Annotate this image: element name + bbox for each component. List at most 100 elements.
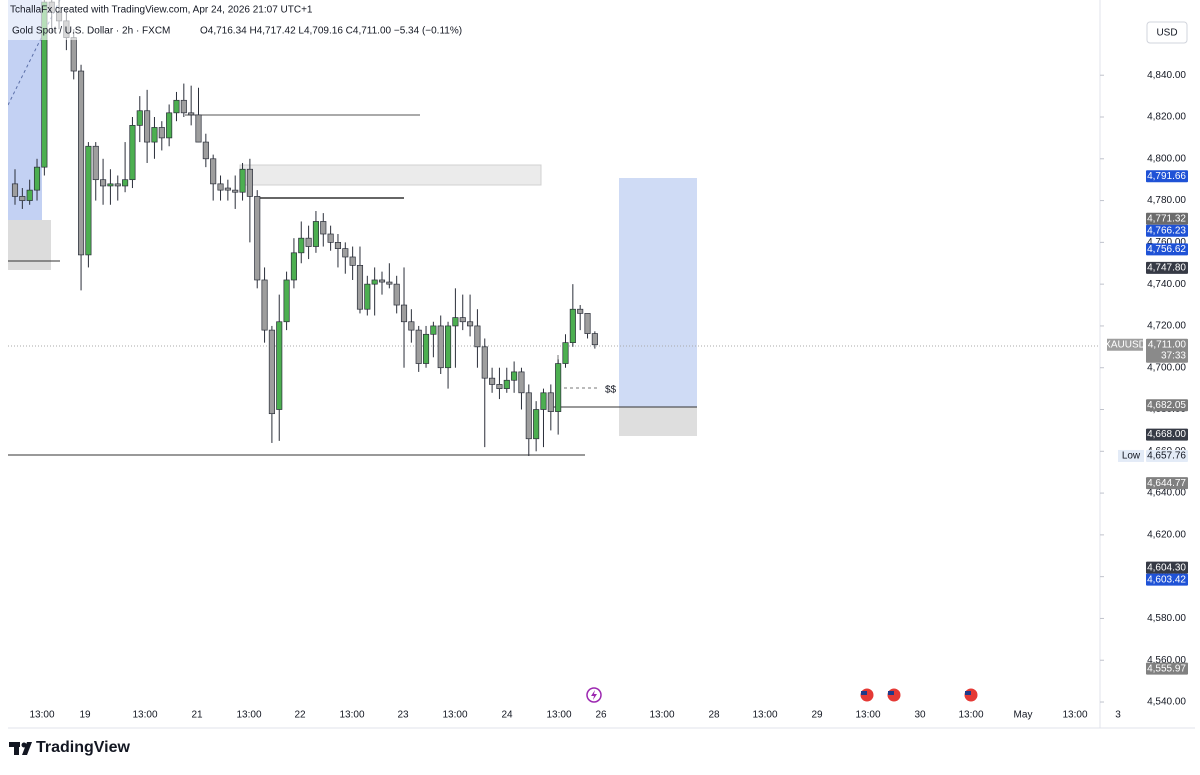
candle-body (400, 304, 408, 323)
price-tag (1146, 261, 1188, 274)
symbol-tag (1107, 338, 1143, 351)
brand: TradingView (36, 739, 131, 756)
currency-button[interactable] (1146, 21, 1188, 44)
candle-body (195, 114, 202, 143)
candle-body (312, 221, 319, 247)
candle-body (467, 321, 474, 327)
candle-body (378, 279, 386, 283)
candle-body (349, 256, 356, 266)
x-tick-label: 22 (294, 710, 306, 721)
candle-body (305, 237, 312, 247)
candle-body (202, 141, 209, 160)
y-tick-label: 4,540.00 (1147, 697, 1186, 708)
x-tick-label: 30 (914, 710, 926, 721)
price-tag (1146, 561, 1188, 574)
candle-body (422, 333, 430, 364)
price-tag (1146, 212, 1188, 225)
x-tick-label: 3 (1115, 710, 1121, 721)
logo-mark (22, 742, 32, 755)
logo (9, 742, 32, 755)
candle-body (371, 279, 378, 285)
price-tag (1146, 224, 1188, 237)
low-label: Low (1122, 451, 1141, 462)
candle-body (122, 179, 129, 187)
candle-body (210, 158, 217, 185)
price-tag (1146, 662, 1188, 675)
x-tick-label: 19 (79, 710, 91, 721)
price-tag-label: 4,657.76 (1147, 451, 1186, 462)
flag (965, 691, 971, 695)
candle-body (511, 371, 518, 381)
candle-body (239, 168, 246, 193)
x-tick-label: 26 (595, 710, 607, 721)
price-tag-label: 4,756.62 (1147, 244, 1186, 255)
event-icons (859, 687, 979, 703)
candle-body (342, 248, 349, 258)
price-tag (1146, 449, 1188, 462)
flag (861, 691, 867, 695)
credit: TchallaFx created with TradingView.com, … (10, 5, 313, 16)
candle-body (489, 377, 496, 385)
candle-body (246, 168, 253, 197)
zone-gray (619, 407, 697, 436)
candle-body (180, 99, 187, 114)
candle-body (85, 145, 92, 256)
logo-mark (21, 742, 27, 748)
price-tag (1146, 428, 1188, 441)
price-tag (1146, 573, 1188, 586)
x-tick-label: 13:00 (132, 710, 157, 721)
header-bg (0, 0, 420, 40)
price-tag (1146, 477, 1188, 490)
x-tick-label: 13:00 (855, 710, 880, 721)
candle-body (224, 187, 231, 191)
currency[interactable]: USD (1156, 28, 1177, 39)
y-tick-label: 4,620.00 (1147, 530, 1186, 541)
x-tick-label: 21 (191, 710, 203, 721)
price-tag (1146, 170, 1188, 183)
candle-body (408, 321, 415, 331)
y-tick-label: 4,780.00 (1147, 195, 1186, 206)
x-tick-label: 13:00 (1062, 710, 1087, 721)
flag (888, 691, 894, 695)
price-tag-label: 4,791.66 (1147, 171, 1186, 182)
candle-body (114, 183, 121, 187)
candle-body (445, 325, 452, 369)
y-tick-label: 4,640.00 (1147, 488, 1186, 499)
ohlc: O4,716.34 H4,717.42 L4,709.16 C4,711.00 … (200, 26, 462, 37)
candle-body (430, 325, 437, 335)
x-tick-label: 13:00 (649, 710, 674, 721)
candle-body (268, 329, 275, 415)
candle-body (232, 189, 239, 193)
candle-body (364, 283, 371, 310)
logo-mark (14, 742, 19, 755)
candle-body (474, 325, 481, 348)
candle-body (584, 313, 591, 334)
candle-body (100, 179, 107, 187)
candle-body (518, 371, 525, 394)
price-tag-label: 4,604.30 (1147, 562, 1186, 573)
candle-body (356, 264, 364, 310)
symbol-tag-label: XAUUSD (1104, 339, 1146, 350)
price-tag-label: 4,711.00 (1148, 339, 1187, 350)
candles (11, 0, 598, 456)
candle-body (107, 183, 114, 187)
candle-body (283, 279, 290, 323)
candle-body (11, 183, 19, 197)
symbol: Gold Spot / U.S. Dollar · 2h · FXCM (12, 26, 170, 37)
y-tick-label: 4,720.00 (1147, 321, 1186, 332)
candle-body (415, 329, 422, 364)
candle-body (261, 279, 268, 331)
price-tag-label: 4,682.05 (1147, 400, 1186, 411)
candle-body (577, 308, 584, 314)
x-tick-label: 24 (501, 710, 513, 721)
price-tag-label: 4,668.00 (1147, 429, 1186, 440)
candle-body (533, 409, 540, 440)
candle-body (136, 110, 143, 126)
candle-body (393, 283, 400, 306)
candle-body (547, 392, 554, 412)
candle-body (19, 196, 26, 201)
x-tick-label: 13:00 (29, 710, 54, 721)
x-tick-label: 23 (397, 710, 409, 721)
time-axis: 13:00 19 13:00 21 13:00 22 13:00 23 13:00 24 13:00… (29, 710, 1121, 721)
